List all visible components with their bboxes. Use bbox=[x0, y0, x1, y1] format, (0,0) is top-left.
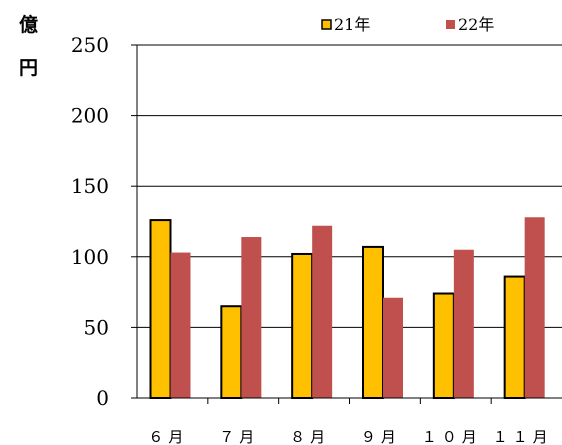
legend-label: 22年 bbox=[458, 15, 494, 34]
axes bbox=[136, 45, 562, 404]
x-tick-label: ７月 bbox=[219, 428, 259, 445]
bar-series1-6 bbox=[503, 275, 526, 399]
y-tick-label: 200 bbox=[71, 104, 109, 128]
x-tick-label: １１月 bbox=[493, 428, 553, 445]
bar-series1-3 bbox=[291, 252, 314, 399]
bar-series1-5 bbox=[432, 292, 455, 399]
gridlines bbox=[131, 44, 562, 399]
y-tick-label: 100 bbox=[71, 245, 109, 269]
legend-swatch bbox=[446, 20, 455, 29]
bar-series2-5 bbox=[453, 249, 474, 398]
bar-series1-1 bbox=[149, 219, 172, 399]
x-tick-label: ６月 bbox=[148, 428, 188, 445]
bar-series2-3 bbox=[312, 225, 333, 398]
bar-series1-2 bbox=[220, 305, 243, 399]
x-tick-label: １０月 bbox=[422, 428, 482, 445]
y-unit-label-line-1: 億 bbox=[19, 13, 38, 36]
bar-series2-4 bbox=[383, 297, 403, 398]
y-tick-labels: 0 50 100 150 200 250 bbox=[71, 33, 109, 410]
legend-label: 21年 bbox=[334, 15, 370, 34]
legend-swatch bbox=[321, 19, 332, 30]
y-unit-label: 億 円 bbox=[19, 13, 38, 79]
legend: 21年 22年 bbox=[321, 15, 494, 34]
bars bbox=[149, 217, 545, 399]
x-tick-label: ８月 bbox=[290, 428, 330, 445]
x-tick-labels: ６月 ７月 ８月 ９月 １０月 １１月 bbox=[148, 428, 553, 445]
y-tick-label: 0 bbox=[96, 386, 109, 410]
y-tick-label: 50 bbox=[84, 315, 109, 339]
bar-series1-4 bbox=[362, 245, 384, 399]
x-tick-label: ９月 bbox=[361, 428, 401, 445]
y-unit-label-line-2: 円 bbox=[19, 57, 38, 79]
bar-series2-6 bbox=[524, 217, 545, 398]
bar-series2-2 bbox=[241, 237, 262, 398]
y-tick-label: 250 bbox=[71, 33, 109, 57]
bar-series2-1 bbox=[170, 252, 191, 398]
y-tick-label: 150 bbox=[71, 174, 109, 198]
